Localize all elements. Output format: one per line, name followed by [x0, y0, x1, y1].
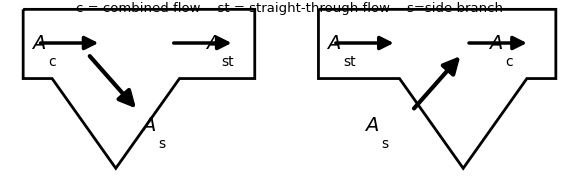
Text: c = combined flow    st = straight-through flow    s=side branch: c = combined flow st = straight-through …	[76, 2, 503, 15]
Text: A: A	[327, 33, 340, 53]
Text: A: A	[489, 33, 503, 53]
Text: s: s	[158, 137, 165, 151]
Text: st: st	[222, 55, 234, 69]
Text: c: c	[48, 55, 56, 69]
Text: A: A	[206, 33, 219, 53]
Text: A: A	[142, 116, 155, 135]
Text: s: s	[381, 137, 388, 151]
Text: A: A	[32, 33, 45, 53]
Text: c: c	[505, 55, 513, 69]
Text: A: A	[365, 116, 378, 135]
Text: st: st	[343, 55, 356, 69]
